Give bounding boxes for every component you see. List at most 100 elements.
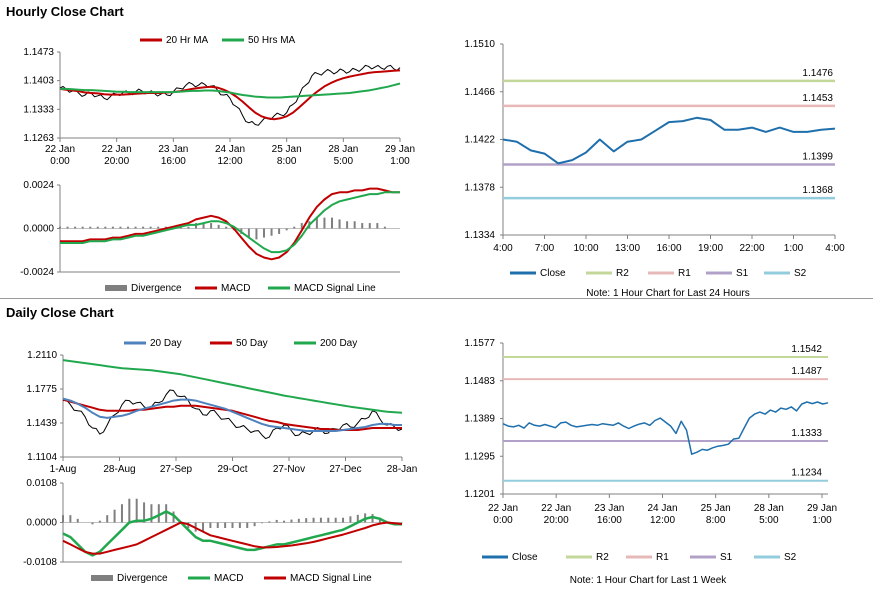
legend-swatch	[706, 271, 732, 275]
x-tick-label: 22 Jan	[102, 144, 132, 155]
legend-label: Close	[540, 268, 566, 279]
ma20-line	[62, 397, 402, 432]
legend-label: S2	[784, 552, 797, 563]
legend-label: 20 Day	[150, 338, 182, 349]
x-tick-label: 25 Jan	[701, 503, 731, 514]
legend-swatch	[648, 271, 674, 275]
x-tick-label: 23 Jan	[594, 503, 624, 514]
ma20-line	[59, 69, 401, 121]
x-tick-label: 27-Dec	[329, 464, 361, 475]
pivot-level-label: 1.1542	[791, 344, 822, 355]
legend-swatch	[188, 576, 210, 580]
legend-label: Divergence	[117, 573, 168, 584]
ma200-line	[62, 359, 403, 414]
legend-label: 200 Day	[320, 338, 357, 349]
y-tick-label: 1.1333	[23, 104, 54, 115]
x-tick-label: 16:00	[656, 243, 681, 254]
y-tick-label: 1.1577	[464, 338, 495, 349]
legend-swatch	[626, 555, 652, 559]
y-tick-label: 1.1466	[464, 87, 495, 98]
ma50-line	[62, 398, 402, 431]
legend-swatch	[566, 555, 592, 559]
legend-swatch	[764, 271, 790, 275]
x-tick-label: 5:00	[759, 515, 779, 526]
ma50-line	[60, 82, 401, 99]
x-tick-label: 29-Oct	[217, 464, 247, 475]
legend-label: MACD Signal Line	[294, 283, 376, 294]
daily-section-title: Daily Close Chart	[6, 305, 114, 320]
x-tick-label: 22 Jan	[45, 144, 75, 155]
legend-label: MACD Signal Line	[290, 573, 372, 584]
legend-swatch	[124, 341, 146, 345]
legend-swatch	[586, 271, 612, 275]
x-tick-label: 16:00	[161, 156, 186, 167]
legend-label: Divergence	[131, 283, 182, 294]
x-tick-label: 29 Jan	[385, 144, 415, 155]
y-tick-label: 1.1295	[464, 451, 495, 462]
x-tick-label: 8:00	[706, 515, 726, 526]
y-tick-label: 1.1104	[27, 452, 57, 463]
y-tick-label: 0.0024	[23, 180, 54, 191]
x-tick-label: 13:00	[615, 243, 640, 254]
x-tick-label: 12:00	[217, 156, 242, 167]
y-tick-label: 1.1439	[26, 418, 57, 429]
x-tick-label: 4:00	[493, 243, 513, 254]
y-tick-label: 1.1389	[464, 414, 495, 425]
legend-label: R1	[656, 552, 669, 563]
legend-swatch	[91, 575, 113, 581]
y-tick-label: 0.0000	[23, 224, 54, 235]
y-tick-label: 1.1378	[464, 182, 495, 193]
x-tick-label: 10:00	[573, 243, 598, 254]
close-series	[62, 389, 403, 440]
signal-line	[62, 521, 403, 555]
legend-swatch	[510, 271, 536, 275]
x-tick-label: 12:00	[650, 515, 675, 526]
hourly-section-title: Hourly Close Chart	[6, 4, 124, 19]
x-tick-label: 22:00	[739, 243, 764, 254]
legend-label: 50 Day	[236, 338, 268, 349]
x-tick-label: 1:00	[812, 515, 832, 526]
legend-swatch	[222, 38, 244, 42]
y-tick-label: 1.1334	[464, 230, 495, 241]
x-tick-label: 7:00	[535, 243, 555, 254]
x-tick-label: 20:00	[544, 515, 569, 526]
x-tick-label: 25 Jan	[272, 144, 302, 155]
close-series	[59, 64, 401, 126]
pivot-level-label: 1.1234	[791, 468, 822, 479]
legend-swatch	[754, 555, 780, 559]
x-tick-label: 28-Aug	[103, 464, 135, 475]
pivot-level-label: 1.1333	[791, 428, 822, 439]
legend-label: MACD	[214, 573, 243, 584]
x-tick-label: 27-Sep	[160, 464, 193, 475]
x-tick-label: 28 Jan	[754, 503, 784, 514]
pivot-level-label: 1.1368	[802, 185, 833, 196]
x-tick-label: 29 Jan	[807, 503, 837, 514]
x-tick-label: 0:00	[50, 156, 70, 167]
x-tick-label: 24 Jan	[215, 144, 245, 155]
legend-label: S1	[720, 552, 733, 563]
macd-line	[62, 510, 402, 557]
section-divider	[0, 298, 873, 299]
legend-swatch	[294, 341, 316, 345]
macd-line	[60, 187, 400, 261]
x-tick-label: 1:00	[784, 243, 804, 254]
x-tick-label: 28-Jan	[387, 464, 418, 475]
x-tick-label: 19:00	[698, 243, 723, 254]
y-tick-label: -0.0108	[23, 557, 57, 568]
x-tick-label: 24 Jan	[647, 503, 677, 514]
close-line	[502, 116, 836, 165]
x-tick-label: 1-Aug	[50, 464, 77, 475]
legend-swatch	[482, 555, 508, 559]
legend-swatch	[264, 576, 286, 580]
y-tick-label: 1.1483	[464, 376, 495, 387]
pivot-level-label: 1.1453	[802, 93, 833, 104]
y-tick-label: 0.0108	[26, 478, 57, 489]
y-tick-label: 1.1201	[464, 489, 495, 500]
legend-label: S1	[736, 268, 749, 279]
x-tick-label: 22 Jan	[488, 503, 518, 514]
legend-label: R2	[596, 552, 609, 563]
x-tick-label: 20:00	[104, 156, 129, 167]
x-tick-label: 16:00	[597, 515, 622, 526]
x-tick-label: 28 Jan	[328, 144, 358, 155]
x-tick-label: 8:00	[277, 156, 297, 167]
